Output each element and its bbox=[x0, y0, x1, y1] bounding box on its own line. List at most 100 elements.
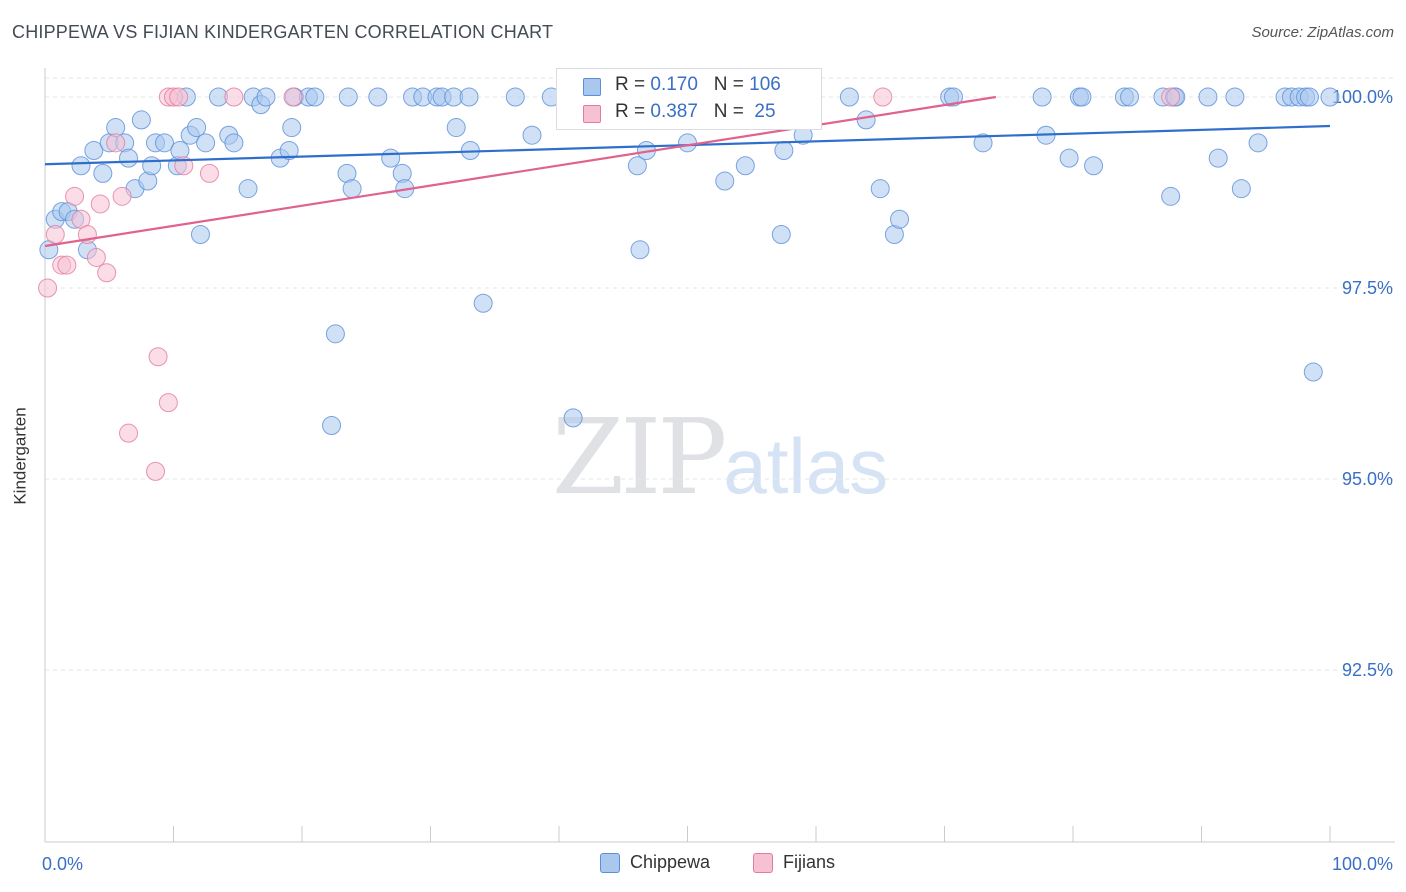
chippewa-n-value: 106 bbox=[749, 74, 781, 95]
bottom-legend: Chippewa Fijians bbox=[0, 852, 1406, 878]
chippewa-point bbox=[1320, 87, 1340, 107]
fijians-point bbox=[119, 423, 139, 443]
fijians-point bbox=[38, 278, 58, 298]
chippewa-stats-text: R = 0.170 N = 106 bbox=[615, 74, 781, 96]
chippewa-point bbox=[93, 163, 113, 183]
chippewa-point bbox=[973, 133, 993, 153]
chippewa-point bbox=[505, 87, 525, 107]
chippewa-point bbox=[459, 87, 479, 107]
chippewa-point bbox=[473, 293, 493, 313]
chippewa-point bbox=[446, 118, 466, 138]
legend-item-chippewa[interactable]: Chippewa bbox=[600, 852, 710, 873]
fijians-point bbox=[65, 186, 85, 206]
legend-swatch-fijians bbox=[753, 852, 773, 873]
watermark-atlas: atlas bbox=[723, 422, 889, 510]
chippewa-point bbox=[282, 118, 302, 138]
x-tick-label: 0.0% bbox=[42, 854, 83, 874]
chippewa-point bbox=[522, 125, 542, 145]
chippewa-point bbox=[342, 179, 362, 199]
fijians-point bbox=[1161, 87, 1181, 107]
chippewa-point bbox=[322, 416, 342, 436]
chippewa-point bbox=[1198, 87, 1218, 107]
fijians-point bbox=[112, 186, 132, 206]
chippewa-n-label: N = bbox=[713, 74, 750, 95]
chippewa-point bbox=[196, 133, 216, 153]
chippewa-point bbox=[678, 133, 697, 153]
fijians-n-label: N = bbox=[713, 101, 750, 122]
fijians-point bbox=[97, 263, 117, 283]
chippewa-point bbox=[381, 148, 401, 168]
chippewa-point bbox=[1208, 148, 1228, 168]
chippewa-point bbox=[627, 156, 647, 176]
chippewa-point bbox=[338, 87, 358, 107]
chippewa-point bbox=[1161, 186, 1181, 206]
chippewa-point bbox=[190, 225, 210, 245]
fijians-n-value: 25 bbox=[749, 101, 776, 122]
fijians-point bbox=[199, 163, 219, 183]
fijians-swatch bbox=[583, 105, 601, 123]
legend-label-chippewa: Chippewa bbox=[630, 852, 711, 872]
y-tick-label: 92.5% bbox=[1342, 660, 1393, 680]
fijians-point bbox=[283, 87, 303, 107]
watermark: ZIPatlas bbox=[552, 396, 888, 518]
fijians-point bbox=[873, 87, 893, 107]
chippewa-point bbox=[771, 225, 791, 245]
fijians-r-label: R = bbox=[615, 101, 651, 122]
chippewa-point bbox=[890, 209, 910, 229]
source-label: Source: ZipAtlas.com bbox=[1251, 24, 1394, 41]
chippewa-point bbox=[715, 171, 735, 191]
chippewa-point bbox=[187, 118, 207, 138]
fijians-r-value: 0.387 bbox=[650, 101, 698, 122]
fijians-point bbox=[90, 194, 110, 214]
chippewa-point bbox=[1032, 87, 1052, 107]
x-tick-label: 100.0% bbox=[1332, 854, 1393, 874]
chippewa-point bbox=[256, 87, 276, 107]
chippewa-point bbox=[224, 133, 244, 153]
chippewa-point bbox=[155, 133, 175, 153]
fijians-point bbox=[86, 247, 106, 267]
chippewa-point bbox=[856, 110, 876, 130]
chippewa-point bbox=[1084, 156, 1104, 176]
chippewa-point bbox=[279, 140, 299, 160]
chippewa-point bbox=[71, 156, 91, 176]
y-tick-label: 95.0% bbox=[1342, 469, 1393, 489]
stats-row-fijians: R = 0.387 N = 25 bbox=[557, 101, 821, 127]
chippewa-r-value: 0.170 bbox=[650, 74, 698, 95]
fijians-point bbox=[169, 87, 189, 107]
chippewa-point bbox=[1225, 87, 1245, 107]
chippewa-point bbox=[119, 148, 139, 168]
chippewa-point bbox=[774, 140, 794, 160]
chippewa-point bbox=[305, 87, 325, 107]
y-tick-label: 100.0% bbox=[1332, 87, 1393, 107]
fijians-point bbox=[158, 393, 178, 413]
chippewa-point bbox=[1072, 87, 1092, 107]
fijians-point bbox=[146, 461, 166, 481]
chippewa-point bbox=[630, 240, 650, 260]
fijians-trend-line bbox=[44, 95, 997, 248]
chippewa-point bbox=[870, 179, 890, 199]
chippewa-point bbox=[84, 140, 104, 160]
fijians-point bbox=[224, 87, 244, 107]
chippewa-swatch bbox=[583, 78, 601, 96]
chippewa-point bbox=[1120, 87, 1140, 107]
fijians-point bbox=[106, 133, 126, 153]
chart-title: CHIPPEWA VS FIJIAN KINDERGARTEN CORRELAT… bbox=[12, 22, 554, 42]
fijians-point bbox=[57, 255, 77, 275]
chippewa-point bbox=[368, 87, 388, 107]
stats-row-chippewa: R = 0.170 N = 106 bbox=[557, 74, 821, 100]
chippewa-point bbox=[325, 324, 345, 344]
fijians-point bbox=[148, 347, 168, 367]
chippewa-r-label: R = bbox=[615, 74, 651, 95]
y-tick-label: 97.5% bbox=[1342, 278, 1393, 298]
chippewa-point bbox=[1059, 148, 1079, 168]
stats-legend-box: R = 0.170 N = 106 R = 0.387 N = 25 bbox=[556, 68, 822, 130]
chippewa-point bbox=[839, 87, 859, 107]
chippewa-point bbox=[1303, 362, 1323, 382]
chippewa-point bbox=[131, 110, 151, 130]
chippewa-point bbox=[1231, 179, 1251, 199]
legend-item-fijians[interactable]: Fijians bbox=[753, 852, 835, 873]
chippewa-point bbox=[142, 156, 162, 176]
fijians-stats-text: R = 0.387 N = 25 bbox=[615, 101, 776, 123]
legend-swatch-chippewa bbox=[600, 852, 620, 873]
